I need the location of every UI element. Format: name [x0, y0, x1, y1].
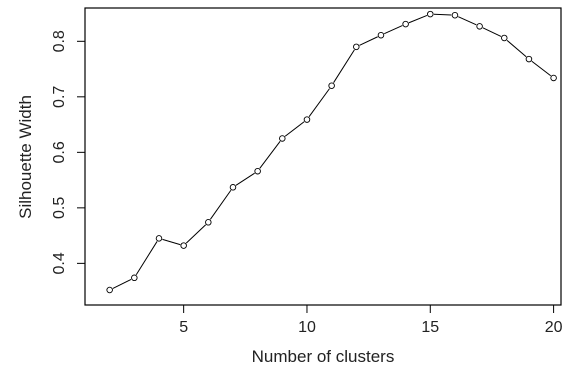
series-line: [112, 13, 552, 289]
data-point: [303, 116, 311, 123]
y-axis-label: Silhouette Width: [16, 95, 35, 219]
y-tick-label: 0.6: [51, 141, 68, 163]
data-point: [180, 242, 187, 249]
x-tick-label: 15: [421, 319, 439, 336]
y-tick-label: 0.7: [51, 86, 68, 108]
data-point: [550, 74, 557, 82]
y-axis: 0.4 0.5 0.6 0.7 0.8: [51, 30, 85, 274]
data-point: [476, 23, 483, 30]
data-point: [402, 20, 409, 28]
data-point: [451, 11, 459, 19]
data-point: [205, 219, 212, 226]
data-point: [501, 34, 508, 42]
data-point: [525, 55, 533, 63]
x-tick-label: 20: [545, 319, 563, 336]
x-tick-label: 10: [298, 319, 316, 336]
data-point: [328, 82, 335, 89]
data-point: [131, 274, 138, 282]
data-point: [155, 235, 163, 242]
plot-frame: [84, 7, 562, 306]
x-axis-label: Number of clusters: [252, 347, 395, 366]
data-point: [229, 184, 237, 191]
data-points: [106, 10, 557, 294]
data-point: [427, 10, 434, 18]
y-tick-label: 0.5: [51, 197, 68, 219]
y-tick-label: 0.4: [51, 252, 68, 274]
data-point: [279, 135, 286, 142]
data-point: [377, 31, 385, 39]
x-tick-label: 5: [179, 319, 188, 336]
x-axis: 5 10 15 20: [179, 305, 563, 336]
data-point: [353, 43, 360, 51]
data-point: [106, 286, 113, 294]
y-tick-label: 0.8: [51, 30, 68, 52]
data-point: [254, 167, 261, 175]
